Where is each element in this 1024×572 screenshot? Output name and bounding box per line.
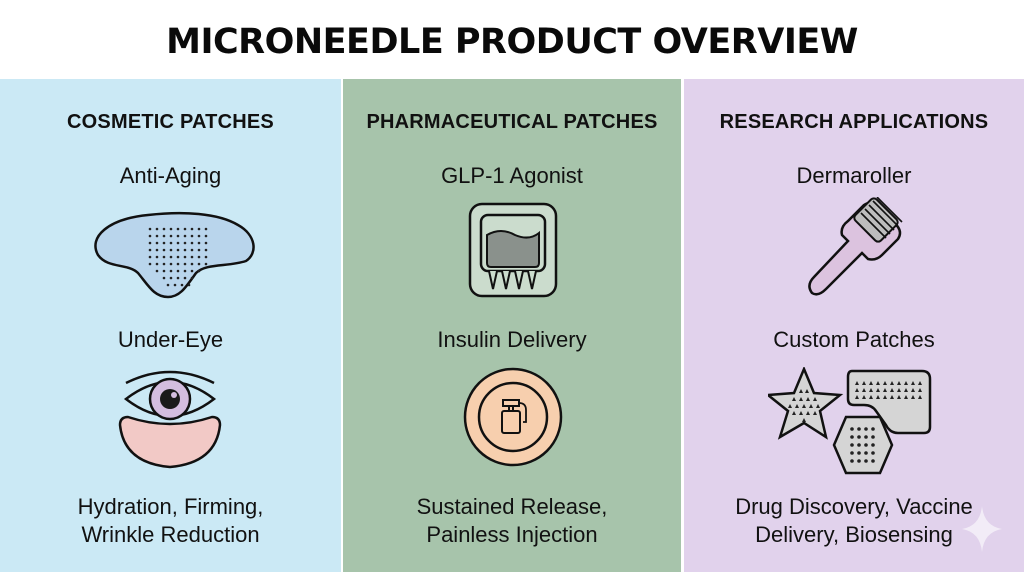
insulin-pump-icon [463,367,563,467]
column-research-applications: RESEARCH APPLICATIONS Dermaroller Custom… [684,79,1024,572]
footer-line: Delivery, Biosensing [755,522,953,547]
sparkle-icon [962,506,1002,552]
column-heading: COSMETIC PATCHES [67,111,274,133]
footer-line: Drug Discovery, Vaccine [735,494,973,519]
item-label-insulin-delivery: Insulin Delivery [437,327,587,352]
column-footer-text: Hydration, Firming, Wrinkle Reduction [0,493,341,549]
footer-line: Sustained Release, [416,494,608,519]
column-cosmetic-patches: COSMETIC PATCHES Anti-Aging Under-Eye Hy… [0,79,341,572]
custom-shape-patches-icon [768,367,932,475]
column-footer-text: Sustained Release, Painless Injection [343,493,681,549]
drug-reservoir-patch-icon [468,202,558,298]
column-footer-text: Drug Discovery, Vaccine Delivery, Biosen… [684,493,1024,549]
column-heading: RESEARCH APPLICATIONS [719,111,989,133]
item-label-anti-aging: Anti-Aging [119,163,222,188]
column-heading: PHARMACEUTICAL PATCHES [366,111,658,133]
column-pharmaceutical-patches: PHARMACEUTICAL PATCHES GLP-1 Agonist Ins… [343,79,681,572]
eye-patch-icon [118,370,222,469]
footer-line: Wrinkle Reduction [81,522,260,547]
footer-line: Painless Injection [426,522,598,547]
dermaroller-icon [808,197,903,296]
item-label-dermaroller: Dermaroller [796,163,912,188]
page-title: MICRONEEDLE PRODUCT OVERVIEW [166,21,858,62]
item-label-under-eye: Under-Eye [117,327,224,352]
forehead-patch-icon [94,211,255,299]
item-label-glp1-agonist: GLP-1 Agonist [441,163,583,188]
item-label-custom-patches: Custom Patches [773,327,935,352]
footer-line: Hydration, Firming, [77,494,264,519]
